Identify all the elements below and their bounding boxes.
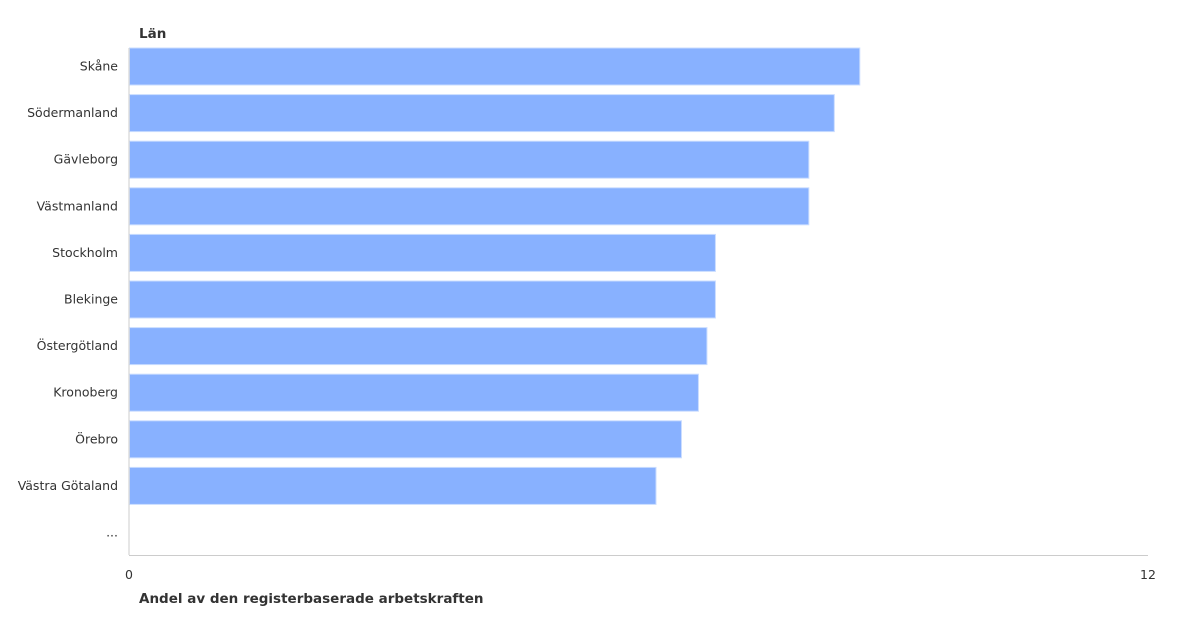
category-label: Västra Götaland bbox=[18, 478, 118, 493]
bar[interactable] bbox=[129, 140, 810, 179]
y-axis-title: Län bbox=[139, 26, 166, 42]
bar[interactable] bbox=[129, 94, 835, 133]
category-label: Gävleborg bbox=[54, 152, 118, 167]
bar[interactable] bbox=[129, 420, 682, 459]
category-label: Östergötland bbox=[37, 337, 118, 353]
category-label: Örebro bbox=[75, 430, 118, 446]
x-axis-title: Andel av den registerbaserade arbetskraf… bbox=[139, 591, 484, 607]
bar[interactable] bbox=[129, 373, 699, 412]
x-tick-label: 12 bbox=[1140, 567, 1156, 582]
bar[interactable] bbox=[129, 233, 716, 272]
bar[interactable] bbox=[129, 327, 708, 366]
category-label: Västmanland bbox=[37, 198, 118, 213]
bar[interactable] bbox=[129, 47, 861, 86]
category-label: Stockholm bbox=[52, 245, 118, 260]
category-label: Blekinge bbox=[64, 292, 118, 307]
bar[interactable] bbox=[129, 280, 716, 319]
x-tick-label: 0 bbox=[125, 567, 133, 582]
category-label: ... bbox=[106, 525, 118, 540]
bar[interactable] bbox=[129, 466, 657, 505]
category-label: Kronoberg bbox=[53, 385, 118, 400]
category-label: Skåne bbox=[80, 59, 119, 74]
bar[interactable] bbox=[129, 187, 810, 226]
category-label: Södermanland bbox=[27, 105, 118, 120]
